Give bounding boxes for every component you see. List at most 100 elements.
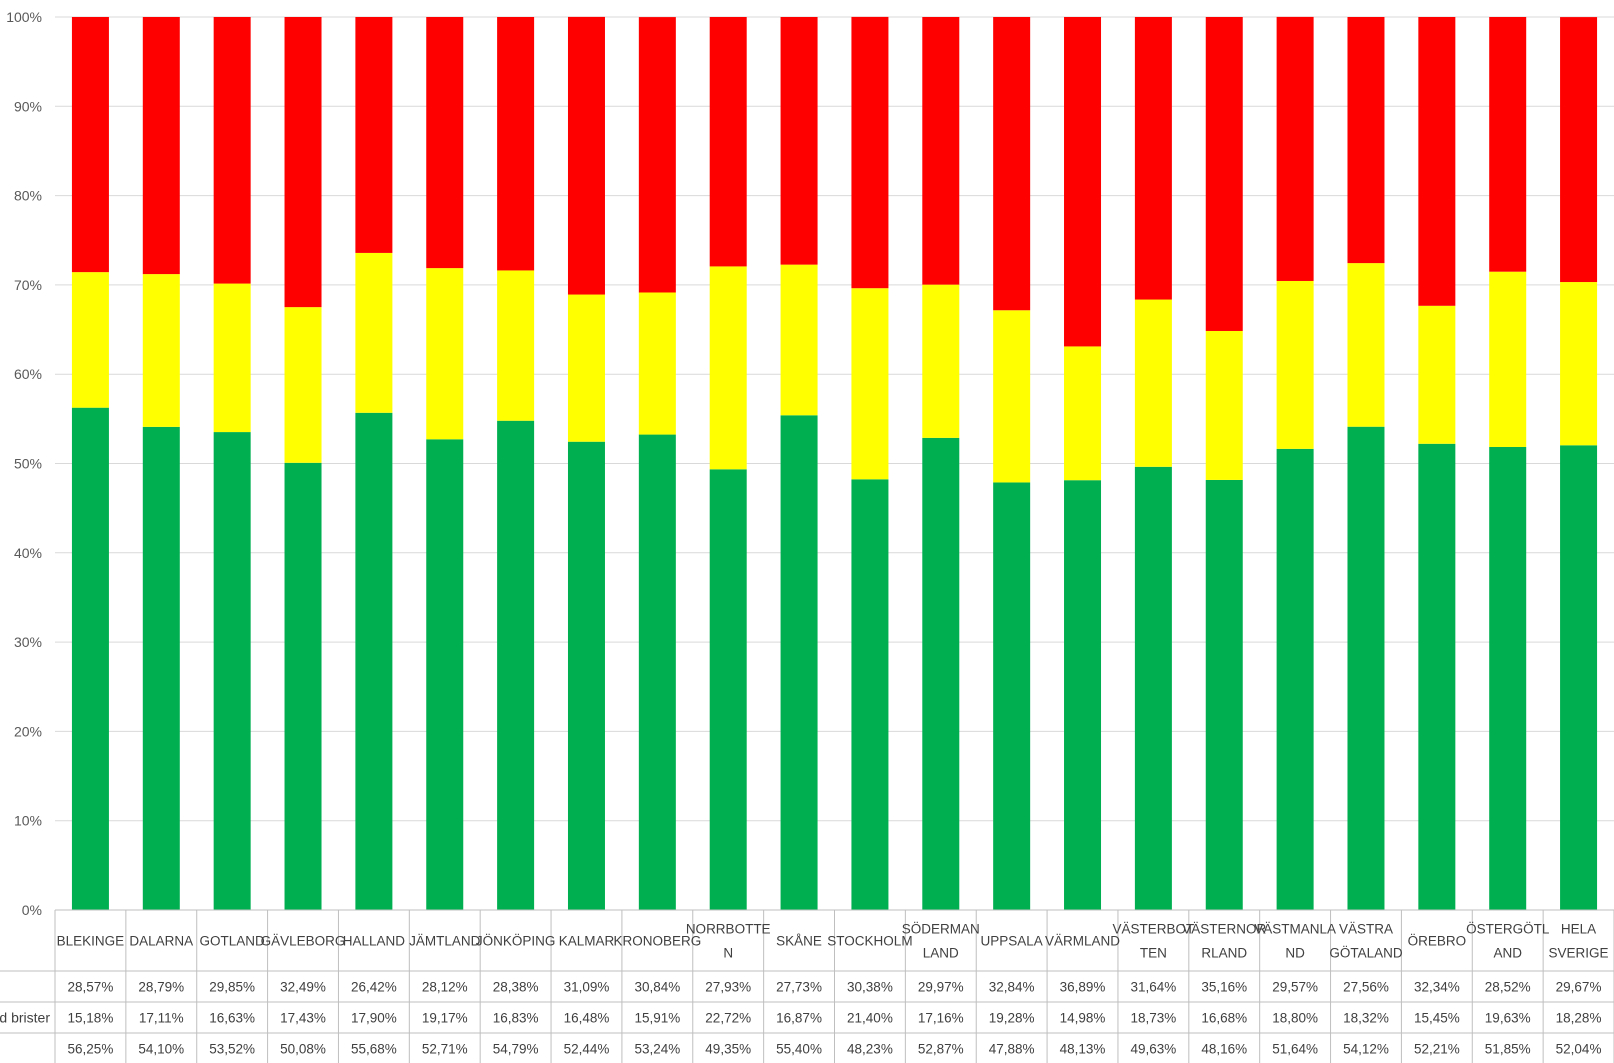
data-label: 31,64%	[1130, 980, 1176, 995]
category-label: LAND	[923, 946, 959, 961]
data-label: 29,97%	[918, 980, 964, 995]
bar-segment-series-2	[71, 17, 109, 273]
data-label: 49,35%	[705, 1042, 751, 1057]
category-label: VÄSTRA	[1339, 922, 1393, 937]
data-label: 52,71%	[422, 1042, 468, 1057]
bar-segment-series-0	[1134, 466, 1172, 910]
bar-segment-series-2	[1276, 16, 1314, 281]
bar-segment-series-1	[1347, 263, 1385, 427]
bar-segment-series-1	[1205, 330, 1243, 480]
category-label: VÄSTMANLA	[1254, 922, 1336, 937]
bar-segment-series-2	[922, 17, 960, 285]
bar-segment-series-1	[1418, 305, 1456, 444]
bar-segment-series-1	[355, 252, 393, 413]
bar-segment-series-1	[1134, 299, 1172, 467]
y-tick-label: 80%	[14, 188, 42, 204]
bar-segment-series-2	[851, 16, 889, 289]
bar-segment-series-2	[355, 17, 393, 253]
bar-segment-series-0	[922, 437, 960, 910]
category-label: KRONOBERG	[613, 934, 701, 949]
category-label: HALLAND	[343, 934, 406, 949]
category-label: SVERIGE	[1549, 946, 1609, 961]
category-label: NORRBOTTE	[686, 922, 771, 937]
bar-segment-series-0	[497, 420, 535, 910]
data-label: 18,28%	[1556, 1011, 1602, 1026]
data-label: 19,28%	[989, 1011, 1035, 1026]
data-label: 28,38%	[493, 980, 539, 995]
data-label: 14,98%	[1060, 1011, 1106, 1026]
data-label: 29,67%	[1556, 980, 1602, 995]
data-label: 48,23%	[847, 1042, 893, 1057]
category-label: RLAND	[1201, 946, 1247, 961]
bar-segment-series-1	[284, 307, 322, 463]
data-label: 48,13%	[1060, 1042, 1106, 1057]
category-label: ÖSTERGÖTL	[1466, 922, 1550, 937]
category-label: VÄSTERNOR	[1182, 922, 1266, 937]
category-label: VÄSTERBOT	[1113, 922, 1195, 937]
bar-segment-series-2	[213, 17, 251, 284]
data-label: 48,16%	[1201, 1042, 1247, 1057]
data-label: 36,89%	[1060, 980, 1106, 995]
data-label: 56,25%	[68, 1042, 114, 1057]
y-tick-label: 100%	[6, 9, 42, 25]
data-label: 16,87%	[776, 1011, 822, 1026]
data-label: 28,12%	[422, 980, 468, 995]
data-label: 27,56%	[1343, 980, 1389, 995]
bar-segment-series-2	[1064, 17, 1102, 347]
data-label: 15,45%	[1414, 1011, 1460, 1026]
bar-segment-series-1	[638, 292, 676, 435]
bar-segment-series-1	[1064, 346, 1102, 481]
data-label: 55,40%	[776, 1042, 822, 1057]
data-label: 51,64%	[1272, 1042, 1318, 1057]
data-label: 31,09%	[564, 980, 610, 995]
bar-segment-series-0	[1418, 443, 1456, 910]
bar-segment-series-0	[851, 479, 889, 910]
data-label: 55,68%	[351, 1042, 397, 1057]
bar-segment-series-1	[426, 268, 464, 440]
bar-segment-series-2	[1560, 17, 1598, 283]
bar-segment-series-2	[426, 17, 464, 269]
data-label: 54,10%	[138, 1042, 184, 1057]
category-label: GOTLAND	[200, 934, 266, 949]
bar-segment-series-2	[1347, 17, 1385, 264]
y-tick-label: 70%	[14, 277, 42, 293]
bar-segment-series-0	[780, 415, 818, 910]
data-label: 50,08%	[280, 1042, 326, 1057]
bar-segment-series-0	[284, 462, 322, 910]
data-label: 28,52%	[1485, 980, 1531, 995]
bar-segment-series-2	[1489, 17, 1527, 272]
data-label: 52,04%	[1556, 1042, 1602, 1057]
category-label: VÄRMLAND	[1045, 934, 1120, 949]
data-label: 17,43%	[280, 1011, 326, 1026]
data-label: 18,80%	[1272, 1011, 1318, 1026]
bar-segment-series-2	[638, 17, 676, 293]
bar-segment-series-1	[567, 294, 605, 442]
bar-segment-series-0	[355, 412, 393, 910]
data-label: 28,57%	[68, 980, 114, 995]
data-label: 54,12%	[1343, 1042, 1389, 1057]
data-label: 30,84%	[634, 980, 680, 995]
data-label: 18,32%	[1343, 1011, 1389, 1026]
category-label: ND	[1285, 946, 1305, 961]
bar-segment-series-2	[709, 17, 747, 267]
category-label: GÖTALAND	[1329, 946, 1403, 961]
category-label: SKÅNE	[776, 934, 822, 949]
bar-segment-series-0	[426, 439, 464, 910]
data-label: 15,91%	[634, 1011, 680, 1026]
data-label: 27,93%	[705, 980, 751, 995]
bar-segment-series-2	[1134, 17, 1172, 300]
data-label: 17,90%	[351, 1011, 397, 1026]
bars	[71, 16, 1598, 910]
y-axis: 0% 10% 20% 30% 40% 50% 60% 70% 80% 90% 100%	[6, 9, 42, 918]
bar-segment-series-2	[993, 17, 1031, 311]
data-label: 27,73%	[776, 980, 822, 995]
category-label: GÄVLEBORG	[261, 934, 346, 949]
data-label: 52,44%	[564, 1042, 610, 1057]
bar-segment-series-0	[1489, 446, 1527, 910]
data-label: 52,21%	[1414, 1042, 1460, 1057]
bar-segment-series-1	[922, 284, 960, 438]
data-label: 52,87%	[918, 1042, 964, 1057]
bar-segment-series-1	[142, 274, 180, 427]
